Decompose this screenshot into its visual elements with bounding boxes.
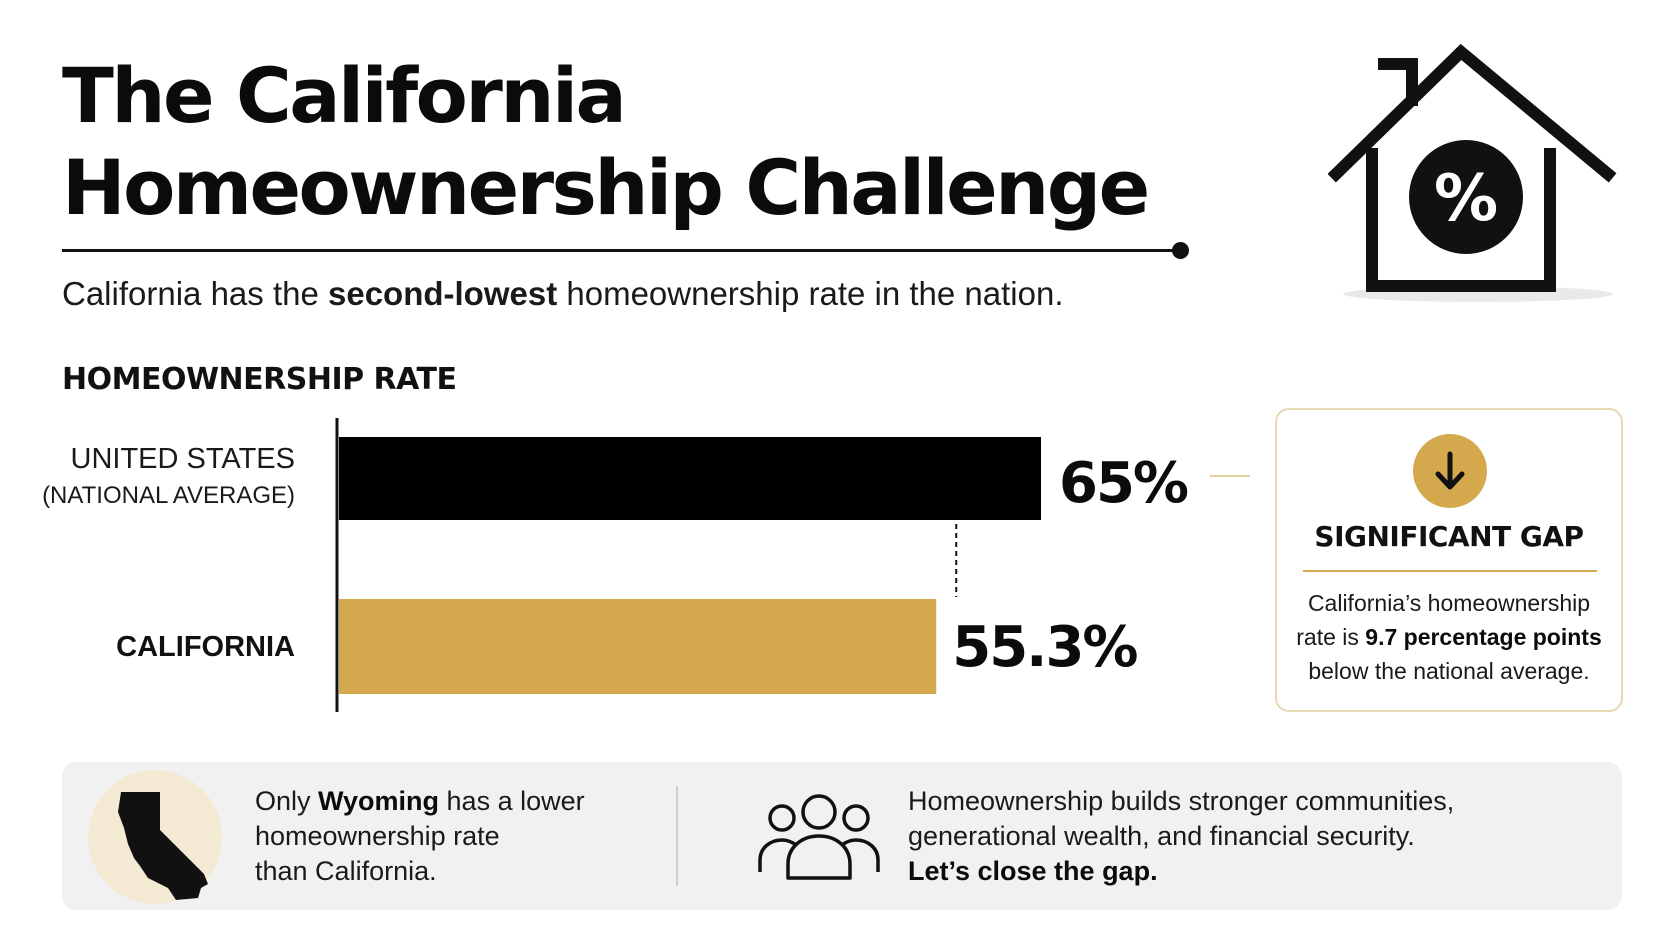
wyoming-emphasis: Wyoming: [318, 786, 440, 816]
community-message: Homeownership builds stronger communitie…: [908, 784, 1454, 889]
arrow-down-icon: [1435, 451, 1465, 490]
page-title: The California Homeownership Challenge: [62, 50, 1162, 234]
wyoming-note-line-1: Only Wyoming has a lower: [255, 784, 585, 819]
subtitle: California has the second-lowest homeown…: [62, 272, 1064, 316]
wyoming-note-line-2: homeownership rate: [255, 821, 500, 851]
title-underline: [62, 249, 1182, 252]
community-message-line-1: Homeownership builds stronger communitie…: [908, 786, 1455, 816]
house-percent-icon: %: [1328, 43, 1617, 302]
subtitle-lead: California has the: [62, 275, 328, 312]
california-badge: [88, 770, 222, 904]
gap-card-emphasis: 9.7 percentage points: [1365, 624, 1602, 650]
gap-card-divider: [1303, 570, 1597, 572]
bar-california: [339, 599, 937, 694]
gap-arrow-badge: [1413, 434, 1487, 508]
page-title-line-1: The California: [62, 51, 627, 140]
gap-card-line-3: below the national average.: [1308, 658, 1590, 684]
community-message-line-3: Let’s close the gap.: [908, 854, 1454, 889]
gap-card: SIGNIFICANT GAP California’s homeownersh…: [1275, 408, 1623, 712]
gap-card-line-2: rate is 9.7 percentage points: [1277, 620, 1621, 654]
category-label-california: CALIFORNIA: [116, 631, 295, 663]
community-message-line-2: generational wealth, and financial secur…: [908, 821, 1415, 851]
gap-card-title: SIGNIFICANT GAP: [1314, 520, 1584, 553]
wyoming-note-line-3: than California.: [255, 856, 437, 886]
svg-text:%: %: [1434, 162, 1498, 236]
subtitle-emphasis: second-lowest: [327, 275, 558, 312]
bar-chart: UNITED STATES (NATIONAL AVERAGE) CALIFOR…: [42, 418, 1250, 712]
gap-card-line-2-lead: rate is: [1296, 624, 1366, 650]
category-sublabel-us: (NATIONAL AVERAGE): [42, 482, 295, 509]
value-label-california: 55.3%: [952, 615, 1137, 680]
chart-title: HOMEOWNERSHIP RATE: [62, 362, 457, 397]
title-underline-dot: [1172, 242, 1189, 259]
wyoming-note: Only Wyoming has a lower homeownership r…: [255, 784, 585, 889]
page-title-line-2: Homeownership Challenge: [62, 143, 1150, 232]
gap-card-text: California’s homeownership rate is 9.7 p…: [1277, 586, 1621, 688]
call-to-action: Let’s close the gap.: [908, 856, 1158, 886]
panel-divider: [676, 786, 678, 886]
bar-united-states: [339, 437, 1041, 520]
value-label-us: 65%: [1059, 451, 1188, 516]
wyoming-note-lead: Only: [255, 786, 319, 816]
subtitle-tail: homeownership rate in the nation.: [557, 275, 1064, 312]
gap-card-line-1: California’s homeownership: [1307, 590, 1591, 616]
california-map-icon: [118, 792, 208, 900]
category-label-us: UNITED STATES: [71, 443, 296, 475]
people-group-icon: [758, 794, 880, 880]
bottom-info-panel: Only Wyoming has a lower homeownership r…: [62, 762, 1622, 910]
wyoming-note-tail: has a lower: [439, 786, 585, 816]
